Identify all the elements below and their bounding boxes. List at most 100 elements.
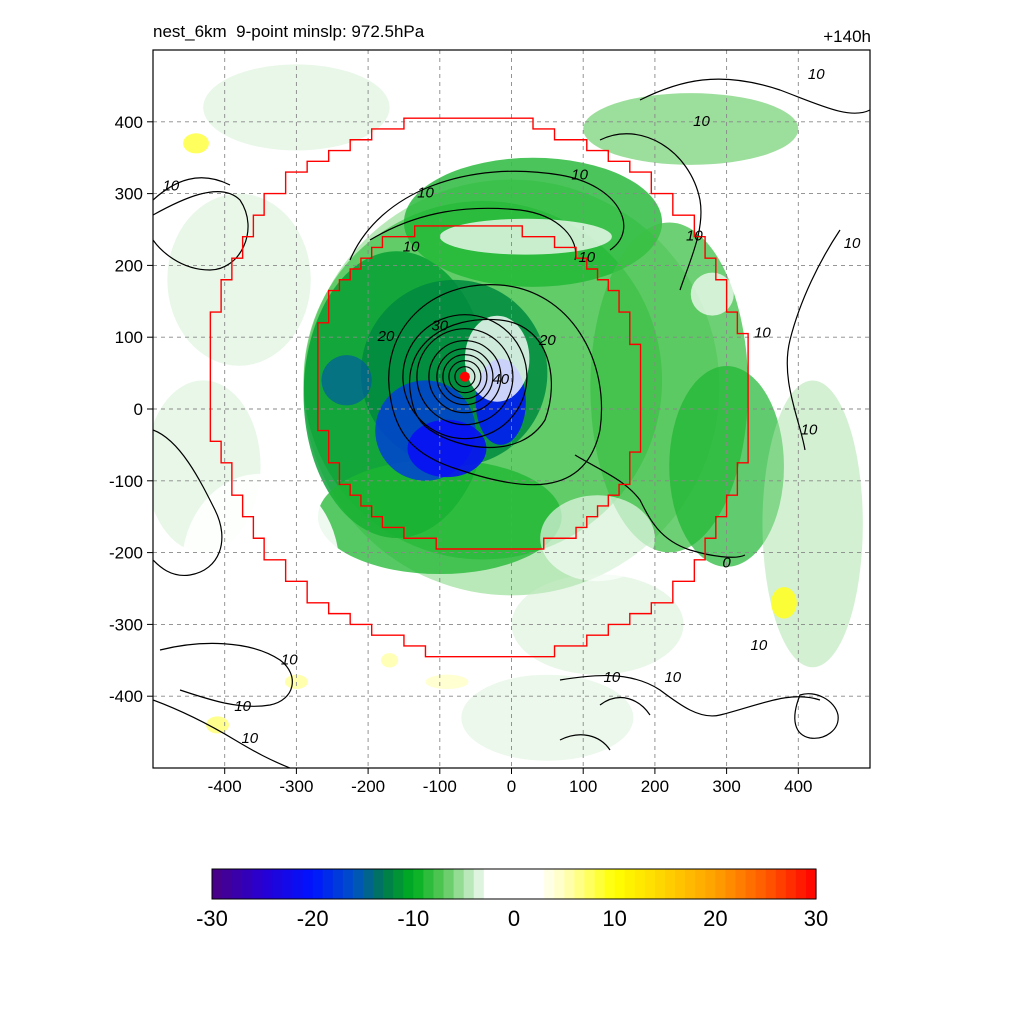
contour-label: 10 bbox=[801, 422, 818, 439]
contour-label: 10 bbox=[571, 167, 588, 184]
colorbar-cell bbox=[393, 869, 404, 899]
colorbar-tick-label: -30 bbox=[196, 906, 228, 931]
colorbar-cell bbox=[584, 869, 596, 899]
contour-line bbox=[428, 340, 502, 414]
y-tick-label: 200 bbox=[115, 256, 143, 275]
field-blob bbox=[183, 133, 209, 154]
contour-label: 10 bbox=[664, 669, 681, 686]
colorbar-cell bbox=[574, 869, 586, 899]
colorbar-cell bbox=[232, 869, 243, 899]
field-blob bbox=[583, 93, 799, 165]
colorbar-cell bbox=[292, 869, 304, 899]
colorbar-cell bbox=[352, 869, 364, 899]
colorbar-tick-label: 10 bbox=[602, 906, 626, 931]
contour-line bbox=[349, 170, 625, 261]
colorbar-cell bbox=[503, 869, 515, 899]
y-tick-label: 400 bbox=[115, 113, 143, 132]
colorbar-cell bbox=[302, 869, 314, 899]
contour-line bbox=[416, 328, 514, 426]
contour-line bbox=[159, 642, 293, 707]
colorbar-cell bbox=[312, 869, 324, 899]
x-tick-label: 300 bbox=[712, 777, 740, 796]
contour-line bbox=[559, 734, 611, 751]
colorbar-cell bbox=[242, 869, 253, 899]
nest-boundaries bbox=[209, 117, 749, 658]
colorbar-cell bbox=[594, 869, 606, 899]
colorbar-cell bbox=[282, 869, 294, 899]
colorbar-cell bbox=[564, 869, 575, 899]
colorbar-cell bbox=[624, 869, 636, 899]
colorbar-cell bbox=[463, 869, 475, 899]
colorbar-cell bbox=[715, 869, 726, 899]
colorbar-cell bbox=[735, 869, 747, 899]
contour-label: 0 bbox=[722, 554, 731, 571]
contour-label: 10 bbox=[686, 228, 703, 245]
field-blob bbox=[321, 355, 372, 406]
field-blob bbox=[407, 419, 487, 478]
contour-line bbox=[786, 229, 841, 451]
colorbar-cell bbox=[685, 869, 696, 899]
contour-label: 20 bbox=[538, 332, 556, 349]
colorbar-cell bbox=[544, 869, 555, 899]
x-tick-label: 400 bbox=[784, 777, 812, 796]
colorbar-cell bbox=[212, 869, 223, 899]
y-tick-label: -300 bbox=[109, 615, 143, 634]
colorbar-cell bbox=[614, 869, 626, 899]
x-tick-label: -300 bbox=[279, 777, 313, 796]
colorbar-cell bbox=[604, 869, 616, 899]
colorbar-cell bbox=[413, 869, 424, 899]
contour-label: 30 bbox=[431, 317, 448, 334]
field-blob bbox=[381, 653, 399, 668]
field-blob bbox=[690, 272, 734, 316]
field-blob bbox=[181, 473, 340, 661]
shaded-field bbox=[153, 64, 863, 761]
forecast-hour-label: +140h bbox=[823, 27, 871, 46]
y-tick-label: 300 bbox=[115, 185, 143, 204]
colorbar-cell bbox=[765, 869, 777, 899]
colorbar-cell bbox=[272, 869, 284, 899]
contour-line bbox=[454, 366, 476, 388]
colorbar-cell bbox=[644, 869, 656, 899]
colorbar-cell bbox=[695, 869, 706, 899]
colorbar-cell bbox=[665, 869, 676, 899]
contour-label: 10 bbox=[751, 637, 768, 654]
colorbar: -30 -20 -10 0 10 20 30 bbox=[196, 868, 828, 931]
colorbar-cell bbox=[433, 869, 445, 899]
contour-line bbox=[442, 354, 488, 400]
contour-line bbox=[599, 133, 702, 291]
colorbar-cell bbox=[795, 869, 807, 899]
y-tick-label: 0 bbox=[134, 400, 143, 419]
field-blob bbox=[206, 716, 230, 734]
contour-label: 10 bbox=[754, 325, 771, 342]
contour-label: 10 bbox=[281, 651, 298, 668]
contour-label: 10 bbox=[403, 238, 420, 255]
y-tick-label: 100 bbox=[115, 328, 143, 347]
contour-label: 10 bbox=[693, 113, 710, 130]
x-tick-label: -400 bbox=[208, 777, 242, 796]
colorbar-cell bbox=[342, 869, 354, 899]
contour-label: 10 bbox=[163, 177, 180, 194]
colorbar-cell bbox=[363, 869, 374, 899]
colorbar-cell bbox=[443, 869, 455, 899]
colorbar-cell bbox=[554, 869, 565, 899]
colorbar-cell bbox=[524, 869, 535, 899]
contour-line bbox=[402, 314, 528, 440]
contour-line bbox=[436, 348, 494, 406]
colorbar-frame bbox=[211, 868, 817, 900]
colorbar-cell bbox=[785, 869, 797, 899]
colorbar-cell bbox=[805, 869, 817, 899]
contour-label: 40 bbox=[492, 371, 509, 388]
contour-line bbox=[448, 360, 482, 394]
colorbar-tick-label: 0 bbox=[508, 906, 520, 931]
colorbar-cell bbox=[473, 869, 485, 899]
x-axis: -400 -300 -200 -100 0 100 200 300 400 bbox=[208, 768, 812, 796]
contour-line bbox=[599, 696, 651, 716]
x-tick-label: 0 bbox=[507, 777, 516, 796]
contour-label: 10 bbox=[808, 66, 825, 83]
nest-ring-inner bbox=[317, 225, 642, 550]
contour-line bbox=[639, 78, 870, 114]
colorbar-cell bbox=[745, 869, 757, 899]
colorbar-cell bbox=[675, 869, 686, 899]
